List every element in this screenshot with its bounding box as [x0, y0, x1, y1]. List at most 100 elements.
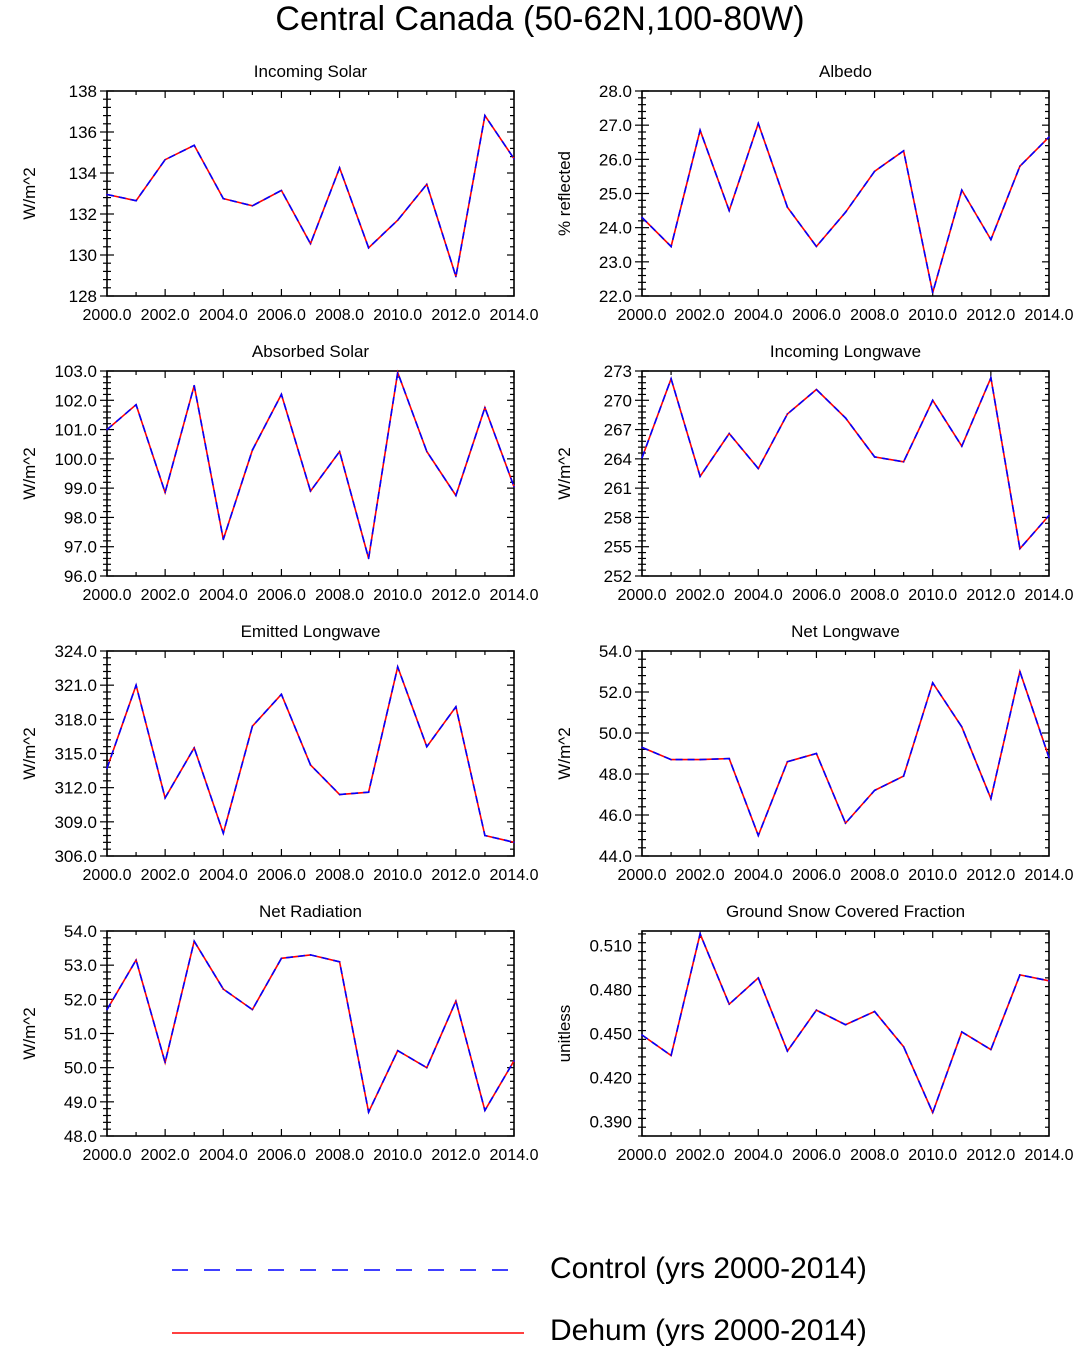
y-tick-label: 321.0	[54, 676, 97, 695]
data-point	[1048, 979, 1050, 982]
data-point	[455, 1000, 457, 1002]
y-tick-label: 49.0	[64, 1093, 97, 1112]
x-tick-label: 2000.0	[83, 587, 132, 604]
data-point	[1019, 547, 1021, 550]
x-tick-label: 2012.0	[966, 307, 1015, 324]
data-point	[106, 428, 108, 431]
plot-frame	[641, 930, 1050, 1137]
data-point	[280, 393, 283, 396]
y-tick-label: 0.480	[589, 981, 632, 1000]
panel-title: Ground Snow Covered Fraction	[726, 902, 965, 921]
data-point	[786, 760, 789, 763]
data-point	[1048, 756, 1050, 759]
data-point	[309, 242, 312, 245]
x-tick-label: 2004.0	[734, 867, 783, 884]
data-point	[396, 371, 399, 374]
data-point	[990, 797, 992, 800]
x-tick-label: 2000.0	[618, 1147, 667, 1164]
y-tick-label: 264	[604, 450, 632, 469]
data-point	[670, 758, 672, 761]
data-point	[251, 449, 254, 451]
data-point	[873, 789, 876, 792]
y-tick-label: 267	[604, 421, 632, 440]
series-line-control	[641, 931, 1050, 1115]
data-point	[931, 291, 934, 294]
figure-title: Central Canada (50-62N,100-80W)	[275, 0, 805, 38]
y-tick-label: 23.0	[599, 253, 632, 272]
y-tick-label: 132	[69, 205, 97, 224]
data-point	[815, 245, 818, 248]
series-line-dehum	[641, 121, 1050, 293]
plot-frame	[106, 650, 515, 857]
panel-absorbed-solar: 2000.0 2002.0 2004.0 2006.0 2008.0 2010.0 2012…	[20, 342, 539, 604]
y-tick-label: 52.0	[599, 683, 632, 702]
data-point	[815, 388, 818, 391]
panel-title: Net Longwave	[791, 622, 900, 641]
data-point	[222, 538, 225, 541]
y-tick-label: 261	[604, 479, 632, 498]
y-tick-label: 97.0	[64, 538, 97, 557]
series-line-control	[641, 121, 1050, 293]
y-tick-label: 28.0	[599, 82, 632, 101]
data-point	[164, 1061, 166, 1064]
y-tick-label: 102.0	[54, 391, 97, 410]
plot-frame	[641, 650, 1050, 857]
y-tick-label: 258	[604, 508, 632, 527]
x-tick-label: 2002.0	[141, 587, 190, 604]
data-point	[164, 158, 166, 161]
legend-label-dehum: Dehum (yrs 2000-2014)	[550, 1314, 867, 1347]
x-tick-label: 2012.0	[431, 1147, 480, 1164]
data-point	[338, 167, 341, 169]
y-tick-label: 52.0	[64, 990, 97, 1009]
y-tick-label: 0.390	[589, 1112, 632, 1131]
x-tick-label: 2002.0	[141, 867, 190, 884]
data-point	[1019, 974, 1021, 976]
series-line-dehum	[106, 664, 515, 844]
data-point	[222, 197, 225, 200]
x-tick-label: 2004.0	[734, 1147, 783, 1164]
data-point	[873, 456, 876, 458]
data-point	[931, 399, 934, 402]
data-point	[960, 445, 963, 447]
data-point	[251, 725, 254, 727]
y-axis-label: W/m^2	[555, 727, 574, 779]
x-tick-label: 2004.0	[199, 587, 248, 604]
data-point	[222, 988, 225, 990]
data-point	[641, 1034, 643, 1036]
data-point	[455, 494, 457, 497]
data-point	[367, 557, 370, 560]
data-point	[699, 933, 701, 935]
panel-net-radiation: 2000.0 2002.0 2004.0 2006.0 2008.0 2010.0 2012…	[20, 902, 539, 1164]
y-tick-label: 26.0	[599, 150, 632, 169]
data-point	[396, 219, 399, 221]
y-tick-label: 46.0	[599, 806, 632, 825]
series-line-control	[641, 374, 1050, 551]
y-tick-label: 0.510	[589, 937, 632, 956]
y-tick-label: 53.0	[64, 956, 97, 975]
x-tick-label: 2010.0	[373, 307, 422, 324]
data-point	[960, 1031, 963, 1033]
plot-frame	[106, 370, 515, 577]
x-tick-label: 2012.0	[966, 867, 1015, 884]
y-tick-label: 309.0	[54, 813, 97, 832]
data-point	[513, 157, 515, 160]
y-tick-label: 324.0	[54, 642, 97, 661]
data-point	[641, 457, 643, 459]
y-tick-label: 100.0	[54, 450, 97, 469]
data-point	[135, 959, 137, 961]
data-point	[251, 205, 254, 207]
y-tick-label: 128	[69, 287, 97, 306]
x-tick-label: 2004.0	[199, 1147, 248, 1164]
data-point	[484, 1109, 486, 1112]
x-tick-label: 2000.0	[83, 307, 132, 324]
data-point	[193, 747, 196, 749]
x-tick-label: 2000.0	[618, 307, 667, 324]
x-tick-label: 2000.0	[83, 1147, 132, 1164]
x-tick-label: 2006.0	[792, 307, 841, 324]
x-tick-label: 2002.0	[141, 307, 190, 324]
data-point	[757, 977, 760, 979]
y-axis-label: W/m^2	[20, 167, 39, 219]
x-tick-label: 2014.0	[1025, 307, 1074, 324]
x-tick-label: 2012.0	[431, 587, 480, 604]
